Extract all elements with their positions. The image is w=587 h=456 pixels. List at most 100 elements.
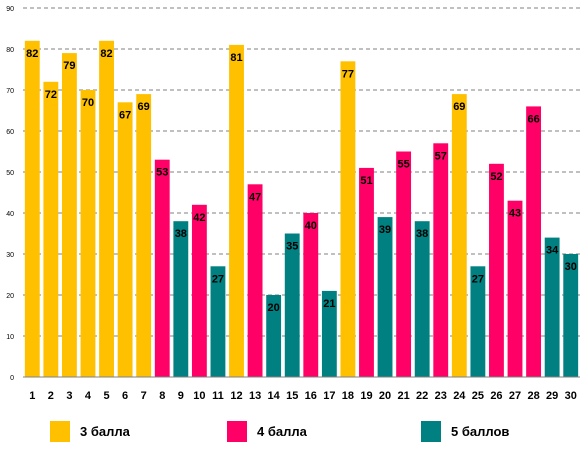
data-label: 38 — [416, 228, 428, 240]
data-label: 27 — [472, 273, 484, 285]
x-tick-label: 14 — [268, 390, 281, 402]
x-tick-label: 18 — [342, 390, 354, 402]
data-label: 40 — [305, 220, 317, 232]
data-label: 69 — [138, 101, 150, 113]
legend-swatch-5 — [421, 421, 441, 442]
bar — [544, 237, 560, 377]
bar — [210, 266, 226, 377]
bar — [80, 90, 96, 377]
x-tick-label: 11 — [212, 390, 224, 402]
data-label: 55 — [397, 159, 409, 171]
x-axis-ticks: 1 2 3 4 5 6 7 8 9 10 11 12 13 14 15 16 17 18 19 20 21 22 23 24 2… — [29, 390, 577, 402]
legend-item-4: 4 балла — [227, 421, 307, 442]
data-label: 57 — [435, 150, 447, 162]
bar — [489, 163, 504, 377]
data-labels: 82 72 79 70 82 67 69 53 38 42 27 81 47 20 35 40 21 77 51 39… — [26, 48, 577, 314]
bar — [433, 143, 449, 377]
data-label: 52 — [490, 171, 502, 183]
y-tick-label: 40 — [6, 211, 14, 218]
data-label: 21 — [323, 298, 335, 310]
y-tick-label: 60 — [6, 129, 14, 136]
x-tick-label: 2 — [48, 390, 54, 402]
x-tick-label: 26 — [490, 390, 502, 402]
bar — [451, 94, 467, 377]
x-tick-label: 24 — [453, 390, 466, 402]
bar — [117, 102, 133, 378]
x-tick-label: 4 — [85, 390, 92, 402]
legend-item-5: 5 баллов — [421, 421, 509, 442]
data-label: 43 — [509, 208, 521, 220]
x-tick-label: 9 — [178, 390, 184, 402]
bar — [303, 213, 319, 377]
data-label: 79 — [63, 60, 75, 72]
bar — [377, 217, 393, 377]
gridlines — [23, 7, 580, 337]
y-tick-label: 30 — [6, 252, 14, 259]
data-label: 66 — [527, 113, 539, 125]
x-tick-label: 17 — [323, 390, 335, 402]
x-tick-label: 16 — [305, 390, 317, 402]
data-label: 51 — [360, 175, 372, 187]
x-tick-label: 13 — [249, 390, 261, 402]
bar — [154, 159, 170, 377]
data-label: 77 — [342, 68, 354, 80]
bar — [173, 221, 189, 377]
data-label: 67 — [119, 109, 131, 121]
bar — [61, 53, 77, 377]
data-label: 42 — [193, 212, 205, 224]
data-label: 34 — [546, 245, 559, 257]
x-tick-label: 10 — [193, 390, 205, 402]
bar — [266, 295, 282, 377]
legend-item-3: 3 балла — [50, 421, 130, 442]
y-tick-label: 10 — [6, 334, 14, 341]
bar — [43, 81, 59, 378]
x-tick-label: 29 — [546, 390, 558, 402]
x-tick-label: 28 — [527, 390, 539, 402]
data-label: 27 — [212, 273, 224, 285]
x-tick-label: 1 — [29, 390, 35, 402]
legend-swatch-3 — [50, 421, 70, 442]
y-tick-label: 0 — [10, 375, 14, 382]
y-tick-label: 70 — [6, 88, 14, 95]
bars — [24, 40, 579, 378]
data-label: 72 — [45, 89, 57, 101]
bar — [191, 204, 207, 377]
bar — [470, 266, 486, 377]
x-tick-label: 6 — [122, 390, 128, 402]
x-tick-label: 15 — [286, 390, 298, 402]
data-label: 81 — [230, 52, 242, 64]
legend-label-4: 4 балла — [257, 424, 307, 439]
x-tick-label: 7 — [141, 390, 147, 402]
bar — [247, 184, 263, 377]
data-label: 20 — [268, 302, 280, 314]
x-tick-label: 25 — [472, 390, 484, 402]
data-label: 82 — [100, 48, 112, 60]
x-tick-label: 23 — [435, 390, 447, 402]
bar — [359, 167, 374, 377]
x-tick-label: 8 — [159, 390, 165, 402]
data-label: 35 — [286, 241, 298, 253]
legend-label-3: 3 балла — [80, 424, 130, 439]
bar — [507, 200, 523, 377]
bar — [284, 233, 300, 377]
legend-label-5: 5 баллов — [451, 424, 510, 439]
y-tick-label: 20 — [6, 293, 14, 300]
y-axis-ticks: 0 10 20 30 40 50 60 70 80 90 — [6, 6, 14, 382]
data-label: 38 — [175, 228, 187, 240]
legend-swatch-4 — [227, 421, 247, 442]
y-tick-label: 50 — [6, 170, 14, 177]
bar — [396, 151, 412, 377]
bar — [414, 221, 430, 377]
data-label: 53 — [156, 167, 168, 179]
x-tick-label: 22 — [416, 390, 428, 402]
x-tick-label: 3 — [66, 390, 72, 402]
x-tick-label: 21 — [397, 390, 409, 402]
y-tick-label: 90 — [6, 6, 14, 13]
x-tick-label: 30 — [565, 390, 577, 402]
data-label: 30 — [565, 261, 577, 273]
bar — [321, 290, 337, 377]
x-tick-label: 19 — [360, 390, 372, 402]
data-label: 47 — [249, 191, 261, 203]
x-tick-label: 20 — [379, 390, 391, 402]
